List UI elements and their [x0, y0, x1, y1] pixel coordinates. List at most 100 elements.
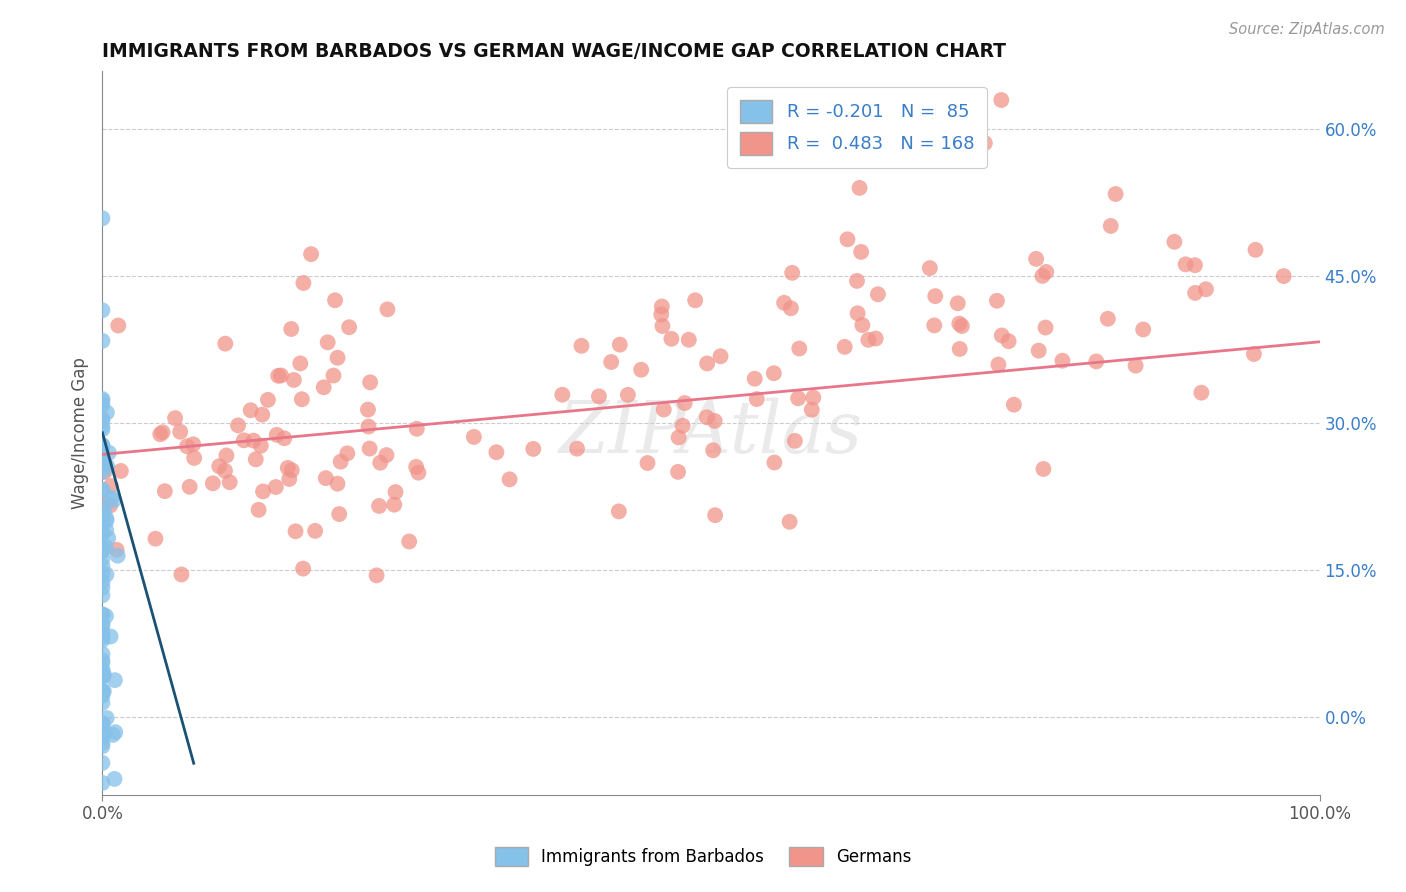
Point	[671, 418, 693, 433]
Point	[91, 566, 114, 581]
Point	[1025, 252, 1047, 266]
Point	[299, 247, 322, 261]
Point	[316, 335, 339, 350]
Point	[96, 711, 118, 725]
Point	[801, 391, 824, 405]
Point	[97, 531, 120, 545]
Point	[762, 366, 785, 380]
Point	[214, 336, 236, 351]
Point	[290, 356, 312, 370]
Point	[183, 450, 205, 465]
Point	[91, 453, 114, 467]
Point	[91, 465, 114, 479]
Point	[91, 458, 114, 473]
Point	[337, 320, 360, 334]
Point	[91, 544, 114, 558]
Point	[763, 455, 786, 469]
Point	[91, 440, 114, 454]
Point	[97, 446, 120, 460]
Point	[93, 456, 115, 470]
Point	[359, 376, 381, 390]
Point	[104, 725, 127, 739]
Point	[91, 392, 114, 406]
Point	[336, 446, 359, 460]
Point	[744, 372, 766, 386]
Point	[91, 452, 114, 467]
Point	[745, 392, 768, 406]
Point	[1189, 385, 1212, 400]
Point	[368, 456, 391, 470]
Point	[1104, 186, 1126, 201]
Point	[837, 232, 859, 246]
Point	[849, 244, 872, 259]
Point	[91, 512, 114, 526]
Point	[637, 456, 659, 470]
Point	[91, 438, 114, 452]
Point	[661, 332, 683, 346]
Point	[91, 717, 114, 731]
Point	[218, 475, 240, 490]
Point	[107, 318, 129, 333]
Point	[652, 402, 675, 417]
Point	[91, 439, 114, 453]
Point	[779, 515, 801, 529]
Point	[997, 334, 1019, 349]
Point	[1174, 257, 1197, 271]
Point	[405, 422, 427, 436]
Point	[96, 514, 118, 528]
Point	[91, 575, 114, 590]
Point	[359, 442, 381, 456]
Point	[91, 526, 114, 541]
Point	[990, 93, 1012, 107]
Point	[1099, 219, 1122, 233]
Point	[651, 319, 673, 334]
Point	[105, 542, 128, 557]
Point	[405, 459, 427, 474]
Point	[91, 684, 114, 698]
Point	[93, 726, 115, 740]
Point	[101, 728, 124, 742]
Point	[292, 561, 315, 575]
Point	[1035, 265, 1057, 279]
Point	[783, 434, 806, 448]
Point	[91, 696, 114, 710]
Point	[800, 402, 823, 417]
Point	[264, 480, 287, 494]
Point	[1097, 311, 1119, 326]
Point	[215, 449, 238, 463]
Point	[780, 301, 803, 316]
Point	[787, 392, 810, 406]
Point	[91, 501, 114, 516]
Point	[918, 261, 941, 276]
Point	[226, 418, 249, 433]
Point	[91, 684, 114, 698]
Text: Source: ZipAtlas.com: Source: ZipAtlas.com	[1229, 22, 1385, 37]
Point	[283, 373, 305, 387]
Point	[100, 479, 122, 493]
Point	[165, 411, 187, 425]
Point	[91, 730, 114, 744]
Point	[375, 448, 398, 462]
Point	[1184, 285, 1206, 300]
Point	[987, 358, 1010, 372]
Point	[104, 673, 127, 687]
Point	[214, 464, 236, 478]
Point	[703, 414, 725, 428]
Point	[94, 609, 117, 624]
Point	[329, 455, 352, 469]
Point	[571, 339, 593, 353]
Point	[91, 616, 114, 631]
Point	[787, 342, 810, 356]
Point	[848, 181, 870, 195]
Point	[91, 618, 114, 632]
Point	[1184, 258, 1206, 272]
Point	[384, 485, 406, 500]
Point	[281, 463, 304, 477]
Point	[709, 349, 731, 363]
Point	[846, 274, 869, 288]
Point	[176, 439, 198, 453]
Point	[1052, 353, 1074, 368]
Point	[91, 647, 114, 661]
Point	[103, 772, 125, 786]
Point	[232, 434, 254, 448]
